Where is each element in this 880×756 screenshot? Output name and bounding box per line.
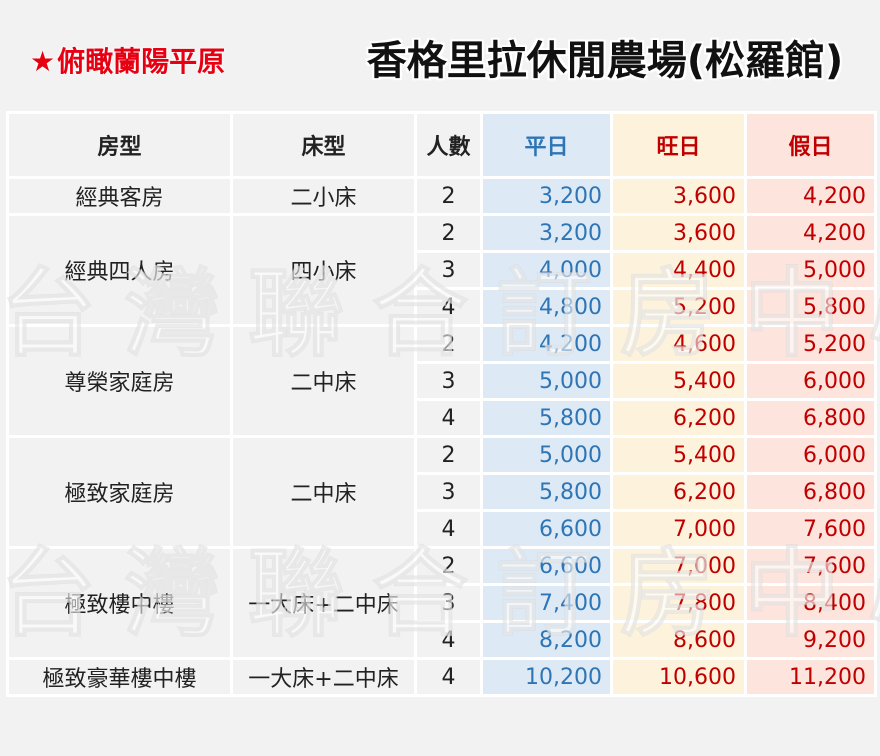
weekday-price-cell: 8,200	[480, 620, 613, 660]
col-header-peak: 旺日	[610, 111, 747, 179]
room-type-cell: 尊榮家庭房	[6, 324, 233, 438]
holiday-price-cell: 8,400	[744, 583, 877, 623]
people-cell: 4	[414, 620, 483, 660]
peak-price-cell: 5,200	[610, 287, 747, 327]
room-type-cell: 極致樓中樓	[6, 546, 233, 660]
weekday-price-cell: 5,800	[480, 398, 613, 438]
room-type-cell: 極致家庭房	[6, 435, 233, 549]
bed-type-cell: 四小床	[230, 213, 417, 327]
peak-price-cell: 4,400	[610, 250, 747, 290]
holiday-price-cell: 5,200	[744, 324, 877, 364]
page-title: 香格里拉休閒農場(松羅館)	[366, 38, 844, 84]
people-cell: 2	[414, 213, 483, 253]
holiday-price-cell: 6,000	[744, 361, 877, 401]
table-row: 4 5,800 6,200 6,800	[8, 398, 877, 438]
col-header-weekday: 平日	[480, 111, 613, 179]
peak-price-cell: 6,200	[610, 398, 747, 438]
holiday-price-cell: 11,200	[744, 657, 877, 697]
peak-price-cell: 5,400	[610, 435, 747, 475]
holiday-price-cell: 6,000	[744, 435, 877, 475]
table-row: 3 7,400 7,800 8,400	[8, 583, 877, 623]
star-icon: ★	[30, 45, 56, 78]
bed-type-cell: 一大床+二中床	[230, 657, 417, 697]
peak-price-cell: 8,600	[610, 620, 747, 660]
weekday-price-cell: 4,200	[480, 324, 613, 364]
table-row: 4 4,800 5,200 5,800	[8, 287, 877, 327]
table-row: 3 5,800 6,200 6,800	[8, 472, 877, 512]
table-row: 尊榮家庭房 二中床 2 4,200 4,600 5,200	[6, 324, 877, 438]
weekday-price-cell: 5,000	[480, 435, 613, 475]
weekday-price-cell: 3,200	[480, 213, 613, 253]
peak-price-cell: 3,600	[610, 176, 747, 216]
table-row: 4 6,600 7,000 7,600	[8, 509, 877, 549]
bed-type-cell: 二中床	[230, 435, 417, 549]
people-cell: 3	[414, 361, 483, 401]
room-type-cell: 經典四人房	[6, 213, 233, 327]
peak-price-cell: 4,600	[610, 324, 747, 364]
col-header-room-type: 房型	[6, 111, 233, 179]
holiday-price-cell: 6,800	[744, 398, 877, 438]
peak-price-cell: 7,000	[610, 509, 747, 549]
holiday-price-cell: 9,200	[744, 620, 877, 660]
weekday-price-cell: 5,800	[480, 472, 613, 512]
people-cell: 4	[414, 657, 483, 697]
peak-price-cell: 6,200	[610, 472, 747, 512]
people-cell: 3	[414, 583, 483, 623]
rate-table: 房型 床型 人數 平日 旺日 假日 經典客房 二小床 2 3,200 3,600 4,20…	[6, 111, 877, 697]
weekday-price-cell: 5,000	[480, 361, 613, 401]
table-row: 3 4,000 4,400 5,000	[8, 250, 877, 290]
holiday-price-cell: 7,600	[744, 546, 877, 586]
header-row: 房型 床型 人數 平日 旺日 假日	[6, 111, 877, 179]
col-header-bed-type: 床型	[230, 111, 417, 179]
subtitle-text: 俯瞰蘭陽平原	[57, 45, 226, 78]
peak-price-cell: 10,600	[610, 657, 747, 697]
people-cell: 4	[414, 509, 483, 549]
holiday-price-cell: 6,800	[744, 472, 877, 512]
table-row: 極致樓中樓 一大床+二中床 2 6,600 7,000 7,600	[6, 546, 877, 660]
bed-type-cell: 二小床	[230, 176, 417, 216]
weekday-price-cell: 4,800	[480, 287, 613, 327]
people-cell: 2	[414, 176, 483, 216]
holiday-price-cell: 5,800	[744, 287, 877, 327]
people-cell: 4	[414, 287, 483, 327]
subtitle: ★俯瞰蘭陽平原	[30, 40, 225, 80]
weekday-price-cell: 7,400	[480, 583, 613, 623]
peak-price-cell: 3,600	[610, 213, 747, 253]
holiday-price-cell: 7,600	[744, 509, 877, 549]
holiday-price-cell: 4,200	[744, 176, 877, 216]
weekday-price-cell: 10,200	[480, 657, 613, 697]
weekday-price-cell: 6,600	[480, 546, 613, 586]
table-row: 3 5,000 5,400 6,000	[8, 361, 877, 401]
people-cell: 3	[414, 250, 483, 290]
people-cell: 4	[414, 398, 483, 438]
table-row: 極致家庭房 二中床 2 5,000 5,400 6,000	[6, 435, 877, 549]
table-body: 經典客房 二小床 2 3,200 3,600 4,200 經典四人房 四小床 2 3,200 3,6…	[6, 176, 877, 697]
peak-price-cell: 5,400	[610, 361, 747, 401]
table-row: 經典客房 二小床 2 3,200 3,600 4,200	[6, 176, 877, 216]
table-row: 經典四人房 四小床 2 3,200 3,600 4,200	[6, 213, 877, 327]
bed-type-cell: 一大床+二中床	[230, 546, 417, 660]
bed-type-cell: 二中床	[230, 324, 417, 438]
peak-price-cell: 7,000	[610, 546, 747, 586]
people-cell: 2	[414, 546, 483, 586]
table-row: 4 8,200 8,600 9,200	[8, 620, 877, 660]
room-type-cell: 經典客房	[6, 176, 233, 216]
col-header-holiday: 假日	[744, 111, 877, 179]
weekday-price-cell: 6,600	[480, 509, 613, 549]
weekday-price-cell: 4,000	[480, 250, 613, 290]
room-type-cell: 極致豪華樓中樓	[6, 657, 233, 697]
people-cell: 3	[414, 472, 483, 512]
holiday-price-cell: 4,200	[744, 213, 877, 253]
col-header-people: 人數	[414, 111, 483, 179]
people-cell: 2	[414, 324, 483, 364]
title-bar: ★俯瞰蘭陽平原 香格里拉休閒農場(松羅館)	[0, 0, 880, 110]
weekday-price-cell: 3,200	[480, 176, 613, 216]
people-cell: 2	[414, 435, 483, 475]
peak-price-cell: 7,800	[610, 583, 747, 623]
holiday-price-cell: 5,000	[744, 250, 877, 290]
table-row: 極致豪華樓中樓 一大床+二中床 4 10,200 10,600 11,200	[6, 657, 877, 697]
